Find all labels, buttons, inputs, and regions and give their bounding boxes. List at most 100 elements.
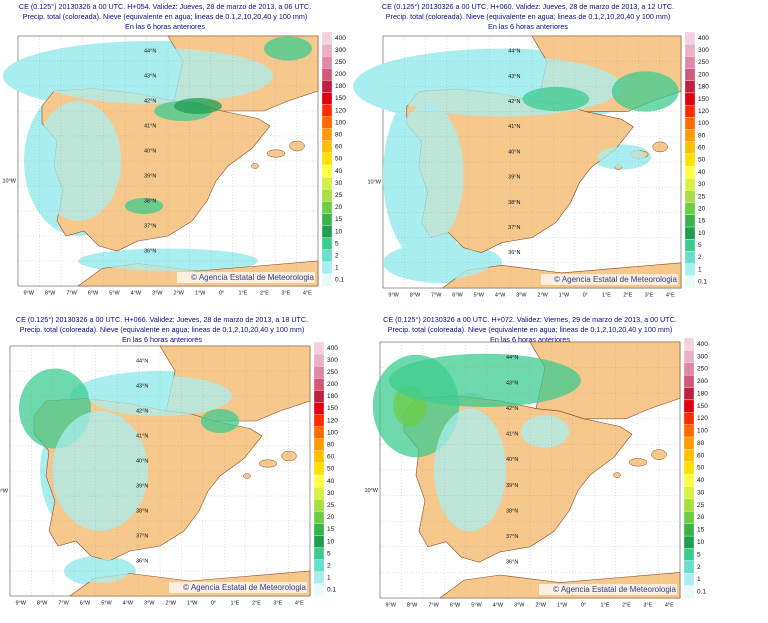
west-label: 10°W	[364, 488, 378, 494]
scale-label: 60	[327, 454, 335, 461]
precip-area	[264, 36, 312, 61]
scale-swatch	[313, 341, 325, 355]
scale-swatch	[313, 559, 325, 572]
scale-swatch	[684, 68, 696, 81]
scale-label: 60	[335, 144, 343, 151]
lat-label: 40°N	[506, 457, 518, 463]
land	[529, 341, 681, 420]
scale-label: 10	[335, 228, 343, 235]
lat-label: 42°N	[136, 408, 148, 414]
scale-label: 400	[335, 35, 346, 42]
lon-label: 3°E	[643, 602, 652, 608]
lat-label: 38°N	[506, 508, 518, 514]
scale-label: 150	[327, 405, 338, 412]
lat-label: 41°N	[506, 432, 518, 438]
lat-label: 37°N	[144, 223, 156, 229]
lon-label: 6°W	[80, 600, 91, 606]
lon-label: 2°E	[622, 602, 631, 608]
lon-label: 6°W	[452, 292, 463, 298]
scale-swatch	[313, 583, 325, 597]
lon-label: 0°	[219, 290, 224, 296]
scale-swatch	[313, 378, 325, 391]
scale-swatch	[313, 511, 325, 524]
scale-label: 0.1	[327, 587, 336, 594]
scale-swatch	[683, 573, 695, 586]
lon-label: 2°W	[165, 600, 176, 606]
scale-label: 300	[697, 353, 708, 360]
lon-label: 7°W	[431, 292, 442, 298]
scale-label: 80	[335, 132, 343, 139]
scale-label: 60	[698, 145, 706, 152]
scale-swatch	[321, 261, 333, 275]
scale-label: 120	[697, 415, 708, 422]
scale-swatch	[313, 366, 325, 379]
scale-label: 20	[698, 205, 706, 212]
scale-label: 25	[698, 193, 706, 200]
lon-label: 8°W	[407, 602, 418, 608]
lon-label: 2°W	[173, 290, 184, 296]
lon-label: 7°W	[428, 602, 439, 608]
scale-label: 60	[697, 452, 705, 459]
scale-label: 200	[697, 378, 708, 385]
scale-label: 40	[335, 168, 343, 175]
lat-label: 43°N	[508, 74, 520, 80]
scale-swatch	[321, 140, 333, 154]
lon-label: 5°W	[474, 292, 485, 298]
scale-label: 5	[327, 550, 331, 557]
lat-label: 44°N	[506, 355, 518, 361]
scale-swatch	[684, 117, 696, 130]
scale-label: 30	[335, 180, 343, 187]
scale-swatch	[313, 450, 325, 464]
map-panel: CE (0.125°) 20130326 a 00 UTC. H+054. Va…	[2, 2, 346, 297]
scale-label: 200	[335, 71, 346, 78]
scale-label: 5	[698, 242, 702, 249]
lat-label: 39°N	[144, 173, 156, 179]
panel-header: CE (0.125°) 20130326 a 00 UTC. H+054. Va…	[19, 2, 311, 11]
lon-label: 3°W	[516, 292, 527, 298]
lat-label: 42°N	[508, 99, 520, 105]
lat-label: 40°N	[144, 148, 156, 154]
lon-label: 9°W	[388, 292, 399, 298]
scale-swatch	[313, 523, 325, 536]
scale-swatch	[684, 44, 696, 57]
lon-label: 3°E	[273, 600, 282, 606]
scale-label: 5	[335, 240, 339, 247]
scale-label: 20	[335, 204, 343, 211]
scale-swatch	[683, 337, 695, 351]
scale-swatch	[684, 104, 696, 118]
watermark-box	[539, 584, 677, 595]
scale-label: 400	[698, 35, 709, 42]
lat-label: 36°N	[144, 248, 156, 254]
scale-label: 100	[697, 428, 708, 435]
precip-area	[521, 415, 569, 448]
scale-label: 0.1	[697, 589, 706, 596]
scale-label: 400	[697, 341, 708, 348]
scale-label: 250	[697, 366, 708, 373]
lon-label: 4°E	[295, 600, 304, 606]
scale-label: 300	[327, 357, 338, 364]
scale-label: 1	[697, 576, 701, 583]
scale-label: 180	[697, 390, 708, 397]
lon-label: 2°E	[260, 290, 269, 296]
scale-swatch	[321, 116, 333, 129]
scale-swatch	[684, 80, 696, 94]
scale-label: 80	[697, 440, 705, 447]
scale-swatch	[683, 548, 695, 562]
scale-label: 150	[697, 403, 708, 410]
scale-swatch	[683, 474, 695, 487]
lat-label: 36°N	[136, 558, 148, 564]
island	[251, 163, 259, 169]
scale-label: 200	[327, 381, 338, 388]
west-label: 10°W	[2, 178, 16, 184]
scale-swatch	[684, 239, 696, 252]
scale-swatch	[313, 486, 325, 500]
scale-swatch	[321, 201, 333, 214]
scale-swatch	[683, 523, 695, 537]
scale-swatch	[321, 249, 333, 262]
scale-label: 250	[327, 369, 338, 376]
map-panel: CE (0.125°) 20130326 a 00 UTC. H+060. Va…	[353, 2, 709, 298]
lon-label: 8°W	[37, 600, 48, 606]
island	[281, 450, 297, 462]
scale-label: 80	[698, 132, 706, 139]
scale-label: 100	[698, 120, 709, 127]
